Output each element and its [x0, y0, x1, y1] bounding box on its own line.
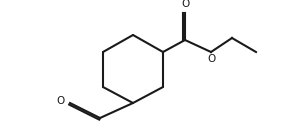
Text: O: O — [207, 54, 215, 64]
Text: O: O — [181, 0, 189, 9]
Text: O: O — [56, 96, 65, 107]
